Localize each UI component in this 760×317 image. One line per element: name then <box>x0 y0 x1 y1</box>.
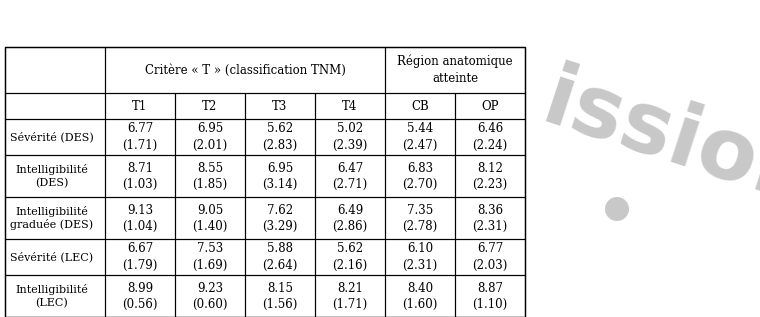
Bar <box>175 197 245 239</box>
Bar <box>455 275 525 317</box>
Bar <box>105 47 385 93</box>
Text: 5.62
(2.83): 5.62 (2.83) <box>262 122 298 152</box>
Bar <box>455 155 525 197</box>
Bar <box>5 93 105 119</box>
Bar <box>175 239 245 275</box>
Text: 8.12
(2.23): 8.12 (2.23) <box>473 161 508 191</box>
Bar <box>315 93 385 119</box>
Text: Région anatomique
atteinte: Région anatomique atteinte <box>397 55 513 85</box>
Bar <box>5 119 105 155</box>
Ellipse shape <box>605 197 629 221</box>
Text: T4: T4 <box>342 100 358 113</box>
Text: 8.40
(1.60): 8.40 (1.60) <box>402 281 438 310</box>
Bar <box>385 155 455 197</box>
Text: Critère « T » (classification TNM): Critère « T » (classification TNM) <box>144 63 346 76</box>
Text: 6.47
(2.71): 6.47 (2.71) <box>332 161 368 191</box>
Bar <box>455 119 525 155</box>
Bar <box>5 239 105 275</box>
Bar <box>315 197 385 239</box>
Text: 8.87
(1.10): 8.87 (1.10) <box>473 281 508 310</box>
Text: 5.88
(2.64): 5.88 (2.64) <box>262 243 298 271</box>
Bar <box>105 239 175 275</box>
Text: 7.53
(1.69): 7.53 (1.69) <box>192 243 228 271</box>
Bar <box>245 239 315 275</box>
Bar <box>385 197 455 239</box>
Bar <box>105 197 175 239</box>
Bar <box>175 155 245 197</box>
Bar <box>5 47 105 93</box>
Text: 7.35
(2.78): 7.35 (2.78) <box>402 204 438 232</box>
Text: Intelligibilité
(DES): Intelligibilité (DES) <box>15 164 88 188</box>
Text: 5.02
(2.39): 5.02 (2.39) <box>332 122 368 152</box>
Text: Intelligibilité
(LEC): Intelligibilité (LEC) <box>15 284 88 308</box>
Bar <box>455 93 525 119</box>
Bar <box>315 119 385 155</box>
Text: CB: CB <box>411 100 429 113</box>
Text: T1: T1 <box>132 100 147 113</box>
Text: ission: ission <box>533 59 760 225</box>
Bar <box>105 93 175 119</box>
Text: 8.55
(1.85): 8.55 (1.85) <box>192 161 228 191</box>
Text: T2: T2 <box>202 100 217 113</box>
Bar <box>175 119 245 155</box>
Text: 9.13
(1.04): 9.13 (1.04) <box>122 204 157 232</box>
Text: 8.21
(1.71): 8.21 (1.71) <box>332 281 368 310</box>
Bar <box>5 47 525 317</box>
Bar <box>385 93 455 119</box>
Text: 6.95
(3.14): 6.95 (3.14) <box>262 161 298 191</box>
Text: 6.67
(1.79): 6.67 (1.79) <box>122 243 157 271</box>
Bar <box>105 275 175 317</box>
Bar <box>385 119 455 155</box>
Text: 8.71
(1.03): 8.71 (1.03) <box>122 161 157 191</box>
Bar <box>245 275 315 317</box>
Text: 9.23
(0.60): 9.23 (0.60) <box>192 281 228 310</box>
Text: 8.36
(2.31): 8.36 (2.31) <box>473 204 508 232</box>
Bar <box>5 275 105 317</box>
Text: Intelligibilité
graduée (DES): Intelligibilité graduée (DES) <box>11 206 93 230</box>
Text: 6.10
(2.31): 6.10 (2.31) <box>402 243 438 271</box>
Bar <box>455 239 525 275</box>
Text: 6.46
(2.24): 6.46 (2.24) <box>473 122 508 152</box>
Text: 6.95
(2.01): 6.95 (2.01) <box>192 122 228 152</box>
Bar <box>245 93 315 119</box>
Text: 6.83
(2.70): 6.83 (2.70) <box>402 161 438 191</box>
Bar <box>5 197 105 239</box>
Bar <box>175 93 245 119</box>
Text: 6.49
(2.86): 6.49 (2.86) <box>332 204 368 232</box>
Bar <box>315 239 385 275</box>
Bar <box>245 197 315 239</box>
Text: Sévérité (DES): Sévérité (DES) <box>10 132 94 142</box>
Text: OP: OP <box>481 100 499 113</box>
Text: 9.05
(1.40): 9.05 (1.40) <box>192 204 228 232</box>
Text: 5.62
(2.16): 5.62 (2.16) <box>332 243 368 271</box>
Bar <box>105 155 175 197</box>
Bar <box>315 155 385 197</box>
Bar <box>5 155 105 197</box>
Bar <box>385 239 455 275</box>
Bar <box>245 119 315 155</box>
Bar <box>315 275 385 317</box>
Bar <box>105 119 175 155</box>
Text: 7.62
(3.29): 7.62 (3.29) <box>262 204 298 232</box>
Bar <box>245 155 315 197</box>
Text: Sévérité (LEC): Sévérité (LEC) <box>11 252 93 262</box>
Bar <box>385 275 455 317</box>
Bar <box>175 275 245 317</box>
Text: 8.99
(0.56): 8.99 (0.56) <box>122 281 158 310</box>
Bar <box>385 47 525 93</box>
Text: 5.44
(2.47): 5.44 (2.47) <box>402 122 438 152</box>
Text: 8.15
(1.56): 8.15 (1.56) <box>262 281 298 310</box>
Text: T3: T3 <box>272 100 288 113</box>
Bar <box>455 197 525 239</box>
Text: 6.77
(2.03): 6.77 (2.03) <box>472 243 508 271</box>
Text: 6.77
(1.71): 6.77 (1.71) <box>122 122 157 152</box>
